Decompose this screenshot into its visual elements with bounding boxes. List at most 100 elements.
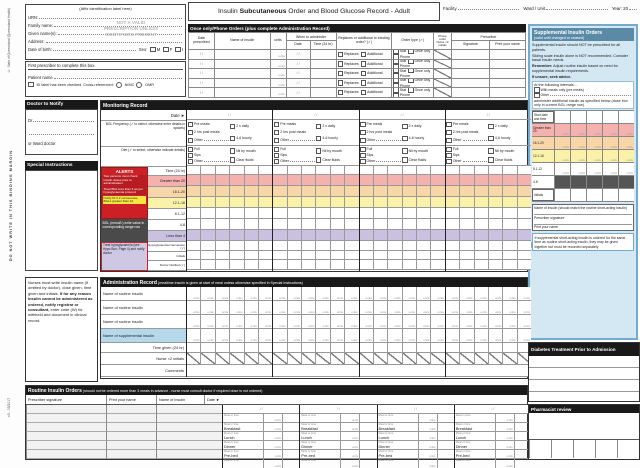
freq-option-post-meals[interactable]: 2 hrs post meals <box>446 129 488 136</box>
grid-cell[interactable] <box>430 197 445 207</box>
grid-cell[interactable] <box>387 186 402 196</box>
units-cell[interactable]: units <box>417 423 437 431</box>
grid-cell[interactable] <box>286 343 301 352</box>
diet-option-sips[interactable]: Sips <box>446 152 488 159</box>
units-cell[interactable]: units <box>329 315 345 328</box>
supp-cell[interactable] <box>586 111 602 124</box>
units-cell[interactable]: units <box>269 59 286 70</box>
grid-cell[interactable] <box>200 208 215 218</box>
other-interval-checkbox[interactable]: Other <box>534 92 632 99</box>
checkbox-icon[interactable] <box>408 59 414 64</box>
grid-cell[interactable] <box>243 219 258 229</box>
checkbox-icon[interactable] <box>229 157 236 163</box>
units-cell[interactable]: units <box>329 329 345 342</box>
units-cell[interactable]: units <box>401 329 416 342</box>
units-cell[interactable]: units <box>430 287 445 300</box>
grid-cell[interactable] <box>329 197 345 207</box>
additional-checkbox[interactable]: Additional <box>360 61 383 67</box>
write-in-line[interactable] <box>290 160 315 162</box>
units-cell[interactable]: units <box>487 287 503 300</box>
grid-cell[interactable] <box>372 175 388 185</box>
grid-cell[interactable] <box>329 251 345 259</box>
units-cell[interactable]: units <box>243 301 258 314</box>
units-cell[interactable]: units <box>269 50 286 60</box>
nurse-initials-cell[interactable] <box>416 353 431 364</box>
grid-cell[interactable] <box>344 175 359 185</box>
grid-cell[interactable] <box>359 251 373 259</box>
grid-cell[interactable] <box>214 197 230 207</box>
grid-cell[interactable] <box>315 260 330 269</box>
supp-cell[interactable] <box>618 111 634 124</box>
initials-cell[interactable] <box>282 432 299 440</box>
additional-checkbox[interactable]: Additional <box>360 70 383 77</box>
initials-cell[interactable] <box>436 414 454 422</box>
grid-cell[interactable] <box>502 197 517 207</box>
grid-cell[interactable] <box>273 175 287 185</box>
grid-cell[interactable] <box>401 251 416 259</box>
grid-cell[interactable] <box>401 219 416 229</box>
units-cell[interactable]: units <box>315 301 330 314</box>
grid-cell[interactable] <box>445 241 460 250</box>
supp-units-cell[interactable]: units <box>570 150 586 163</box>
checkbox-icon[interactable] <box>273 146 280 153</box>
date-cell[interactable]: / / <box>259 407 263 411</box>
supp-units-cell[interactable]: units <box>618 137 634 150</box>
checkbox-icon[interactable] <box>273 158 280 165</box>
grid-cell[interactable] <box>200 251 215 259</box>
insulin-name-cell[interactable] <box>156 432 222 441</box>
units-cell[interactable]: units <box>263 459 282 468</box>
grid-cell[interactable] <box>516 219 531 229</box>
prescriber-signature-cell[interactable] <box>451 69 490 79</box>
phone-checkbox[interactable]: Phone <box>393 54 410 59</box>
grid-cell[interactable] <box>459 241 474 250</box>
grid-cell[interactable] <box>200 166 215 174</box>
supp-units-cell[interactable]: units <box>554 150 570 163</box>
grid-cell[interactable] <box>301 343 316 352</box>
grid-cell[interactable] <box>229 166 244 174</box>
nurse-initials-cell[interactable] <box>430 353 445 364</box>
grid-cell[interactable] <box>459 175 474 185</box>
supp-cell[interactable] <box>570 111 586 124</box>
grid-cell[interactable] <box>229 186 244 196</box>
units-cell[interactable]: units <box>516 315 531 328</box>
date-cell[interactable]: / / <box>273 110 359 120</box>
ward-unit-field[interactable] <box>546 9 608 10</box>
checkbox-icon[interactable] <box>393 78 399 84</box>
grid-cell[interactable] <box>315 186 330 196</box>
grid-cell[interactable] <box>401 197 416 207</box>
grid-cell[interactable] <box>445 197 460 207</box>
grid-cell[interactable] <box>502 230 517 240</box>
grid-cell[interactable] <box>387 219 402 229</box>
grid-cell[interactable] <box>359 343 373 352</box>
checkbox-icon[interactable] <box>360 80 367 86</box>
units-cell[interactable]: units <box>340 459 359 468</box>
grid-cell[interactable] <box>301 186 316 196</box>
initials-cell[interactable] <box>436 459 454 468</box>
checkbox-icon[interactable] <box>402 135 408 142</box>
grid-cell[interactable] <box>257 166 273 174</box>
units-cell[interactable]: units <box>487 315 503 328</box>
urn-field[interactable] <box>39 18 182 19</box>
write-in-line[interactable] <box>462 139 488 141</box>
freq-option-4-6-hourly[interactable]: 4-6 hourly <box>229 135 272 142</box>
with-meals-checkbox[interactable]: With meals only (pre meals) <box>534 87 632 93</box>
grid-cell[interactable] <box>487 186 503 196</box>
supp-units-cell[interactable]: units <box>618 124 634 137</box>
signature-cell[interactable] <box>26 405 106 414</box>
phone-checkbox[interactable]: Phone <box>393 73 410 78</box>
units-cell[interactable]: units <box>359 301 373 314</box>
replaces-checkbox[interactable]: Replaces <box>337 80 359 86</box>
supp-units-cell[interactable]: units <box>570 124 586 137</box>
supp-units-cell[interactable]: units <box>602 150 618 163</box>
diet-option-full[interactable]: Full <box>187 146 230 153</box>
nurse-initials-cell[interactable] <box>387 353 402 364</box>
units-cell[interactable]: units <box>257 301 273 314</box>
pharmacist-cell[interactable] <box>595 440 617 458</box>
checkbox-icon[interactable] <box>315 148 322 154</box>
units-cell[interactable]: units <box>286 315 301 328</box>
units-cell[interactable]: units <box>487 301 503 314</box>
signature-cell[interactable] <box>26 441 106 450</box>
checkbox-icon[interactable] <box>446 137 452 144</box>
meal-cell[interactable]: Meal or time Dinner <box>455 441 471 449</box>
grid-cell[interactable] <box>301 175 316 185</box>
